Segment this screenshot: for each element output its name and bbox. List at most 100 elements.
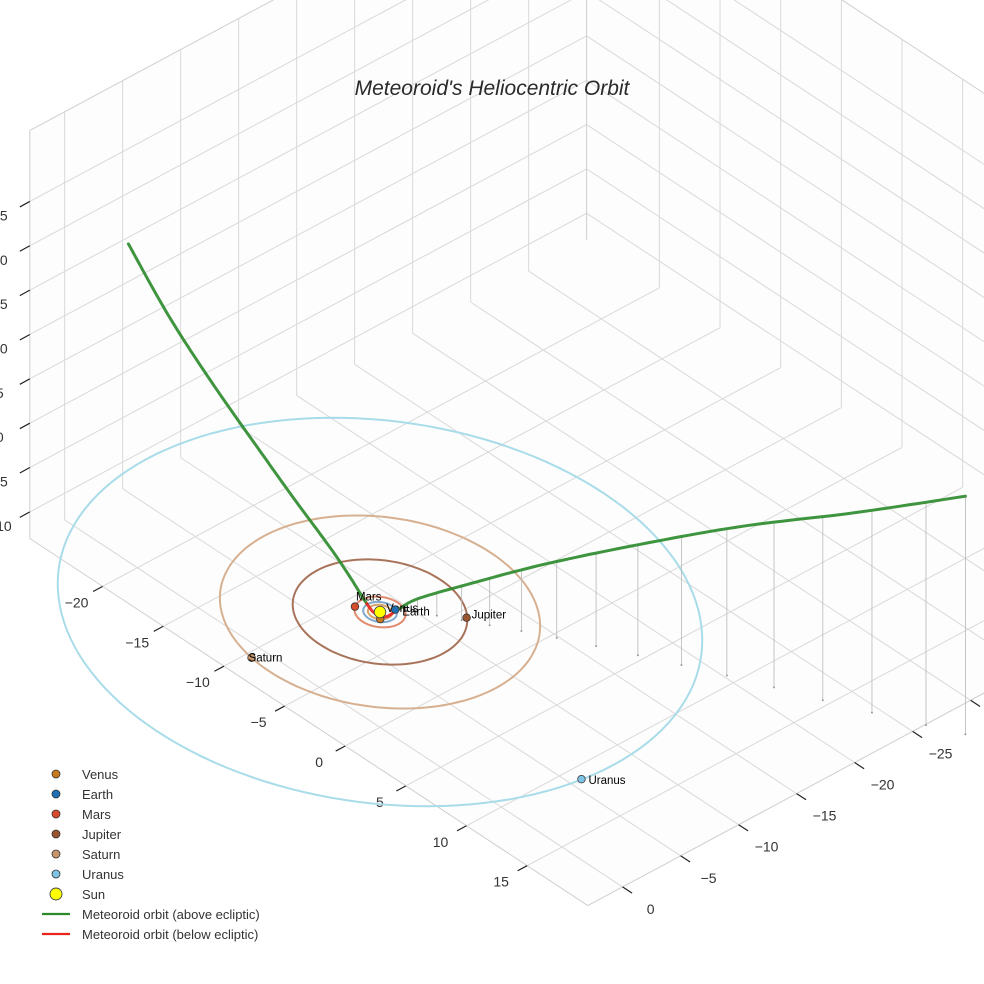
orbit-ring-jupiter — [291, 558, 469, 666]
legend-marker-jupiter — [51, 829, 61, 839]
y-tick-mark — [912, 730, 923, 739]
y-tick-mark — [854, 762, 865, 770]
orbit-ring-uranus — [56, 416, 704, 808]
grid-line — [29, 0, 490, 247]
x-tick-mark — [335, 745, 346, 752]
projection-stem-foot — [404, 609, 407, 612]
x-tick-label: −5 — [251, 714, 267, 730]
grid-line — [470, 301, 984, 641]
projection-stem-foot — [435, 614, 438, 617]
orbit-ring-mars — [353, 595, 407, 629]
projection-stem-foot — [773, 686, 776, 689]
x-tick-label: 10 — [433, 834, 449, 850]
grid-line — [238, 426, 797, 795]
projection-stem-foot — [595, 645, 598, 648]
projection-stem-foot — [520, 629, 523, 632]
grid-line — [122, 488, 681, 857]
y-tick-label: −15 — [813, 808, 837, 824]
meteoroid-orbit-above — [126, 242, 369, 606]
legend-label: Earth — [82, 787, 113, 802]
planet-saturn-marker — [247, 653, 256, 662]
x-tick-mark — [396, 785, 407, 792]
projection-stem-foot — [924, 724, 927, 727]
chart-title: Meteoroid's Heliocentric Orbit — [355, 77, 631, 100]
projection-stem-foot — [555, 636, 558, 639]
z-tick-label: 10 — [0, 340, 8, 356]
grid-line — [354, 363, 913, 732]
legend-label: Meteoroid orbit (below ecliptic) — [82, 927, 258, 942]
planet-earth-marker — [391, 605, 400, 614]
grid-line — [586, 35, 984, 298]
meteoroid-orbit-above — [397, 494, 967, 611]
z-tick-mark — [19, 245, 31, 252]
projection-stem-foot — [725, 674, 728, 677]
legend-marker-venus — [51, 769, 61, 779]
legend-label: Meteoroid orbit (above ecliptic) — [82, 907, 260, 922]
legend-marker-uranus — [51, 869, 61, 879]
y-tick-mark — [970, 699, 981, 708]
planet-uranus-label: Uranus — [588, 775, 625, 787]
x-tick-label: −10 — [186, 674, 210, 690]
z-tick-mark — [19, 511, 31, 518]
z-tick-label: −10 — [0, 518, 12, 534]
x-tick-label: −20 — [65, 594, 89, 610]
grid-line — [665, 0, 984, 210]
z-tick-label: 15 — [0, 296, 8, 312]
y-tick-label: −25 — [929, 745, 953, 761]
projection-stem-foot — [821, 699, 824, 702]
z-tick-mark — [19, 200, 31, 208]
projection-stem-foot — [488, 624, 491, 627]
planet-mars-marker — [350, 602, 360, 611]
legend-marker-saturn — [51, 849, 61, 859]
x-tick-mark — [92, 585, 103, 592]
legend-label: Uranus — [82, 867, 124, 882]
legend: Venus Earth Mars Jupiter Saturn Uranus Sun Mete… — [42, 767, 260, 942]
projection-stem-foot — [460, 619, 463, 622]
legend-marker-earth — [51, 789, 61, 799]
z-tick-label: −5 — [0, 474, 8, 490]
z-tick-label: 20 — [0, 252, 8, 268]
grid-line — [586, 124, 984, 387]
pane-edge — [841, 0, 984, 94]
grid-line — [296, 395, 855, 763]
planet-uranus-marker — [577, 774, 586, 784]
grid-line — [586, 79, 984, 343]
y-tick-mark — [680, 855, 691, 863]
x-tick-label: 5 — [376, 794, 384, 810]
y-tick-label: −10 — [755, 839, 779, 855]
grid-line — [733, 0, 984, 165]
z-tick-label: 25 — [0, 207, 8, 223]
planet-saturn-label: Saturn — [249, 653, 283, 665]
z-tick-mark — [19, 289, 31, 297]
legend-label: Jupiter — [82, 827, 122, 842]
x-tick-label: −15 — [125, 634, 149, 650]
grid-line — [29, 0, 572, 291]
grid-line — [29, 0, 407, 202]
axis-ticks: −20−15−10−50510150−5−10−15−20−25−30−35−4… — [0, 200, 981, 917]
z-tick-label: 5 — [0, 385, 4, 401]
planet-earth-label: Earth — [402, 607, 430, 619]
z-tick-mark — [19, 422, 31, 430]
x-tick-mark — [153, 625, 164, 632]
x-tick-mark — [517, 865, 528, 872]
legend-label: Mars — [82, 807, 111, 822]
grid-line — [29, 79, 587, 380]
x-tick-mark — [274, 705, 285, 712]
legend-label: Saturn — [82, 847, 120, 862]
projection-stem-foot — [680, 663, 683, 666]
legend-marker-mars — [51, 809, 61, 819]
legend-label: Venus — [82, 767, 119, 782]
x-tick-mark — [214, 665, 225, 672]
legend-marker-sun — [49, 887, 63, 901]
grid-line — [586, 168, 984, 431]
grid-line — [29, 124, 587, 424]
grid-line — [29, 35, 587, 335]
grid-line — [598, 0, 984, 254]
z-tick-mark — [19, 333, 31, 341]
orbit-ring-saturn — [218, 514, 542, 710]
pane-edge — [29, 0, 275, 131]
grid-lines — [29, 0, 984, 907]
